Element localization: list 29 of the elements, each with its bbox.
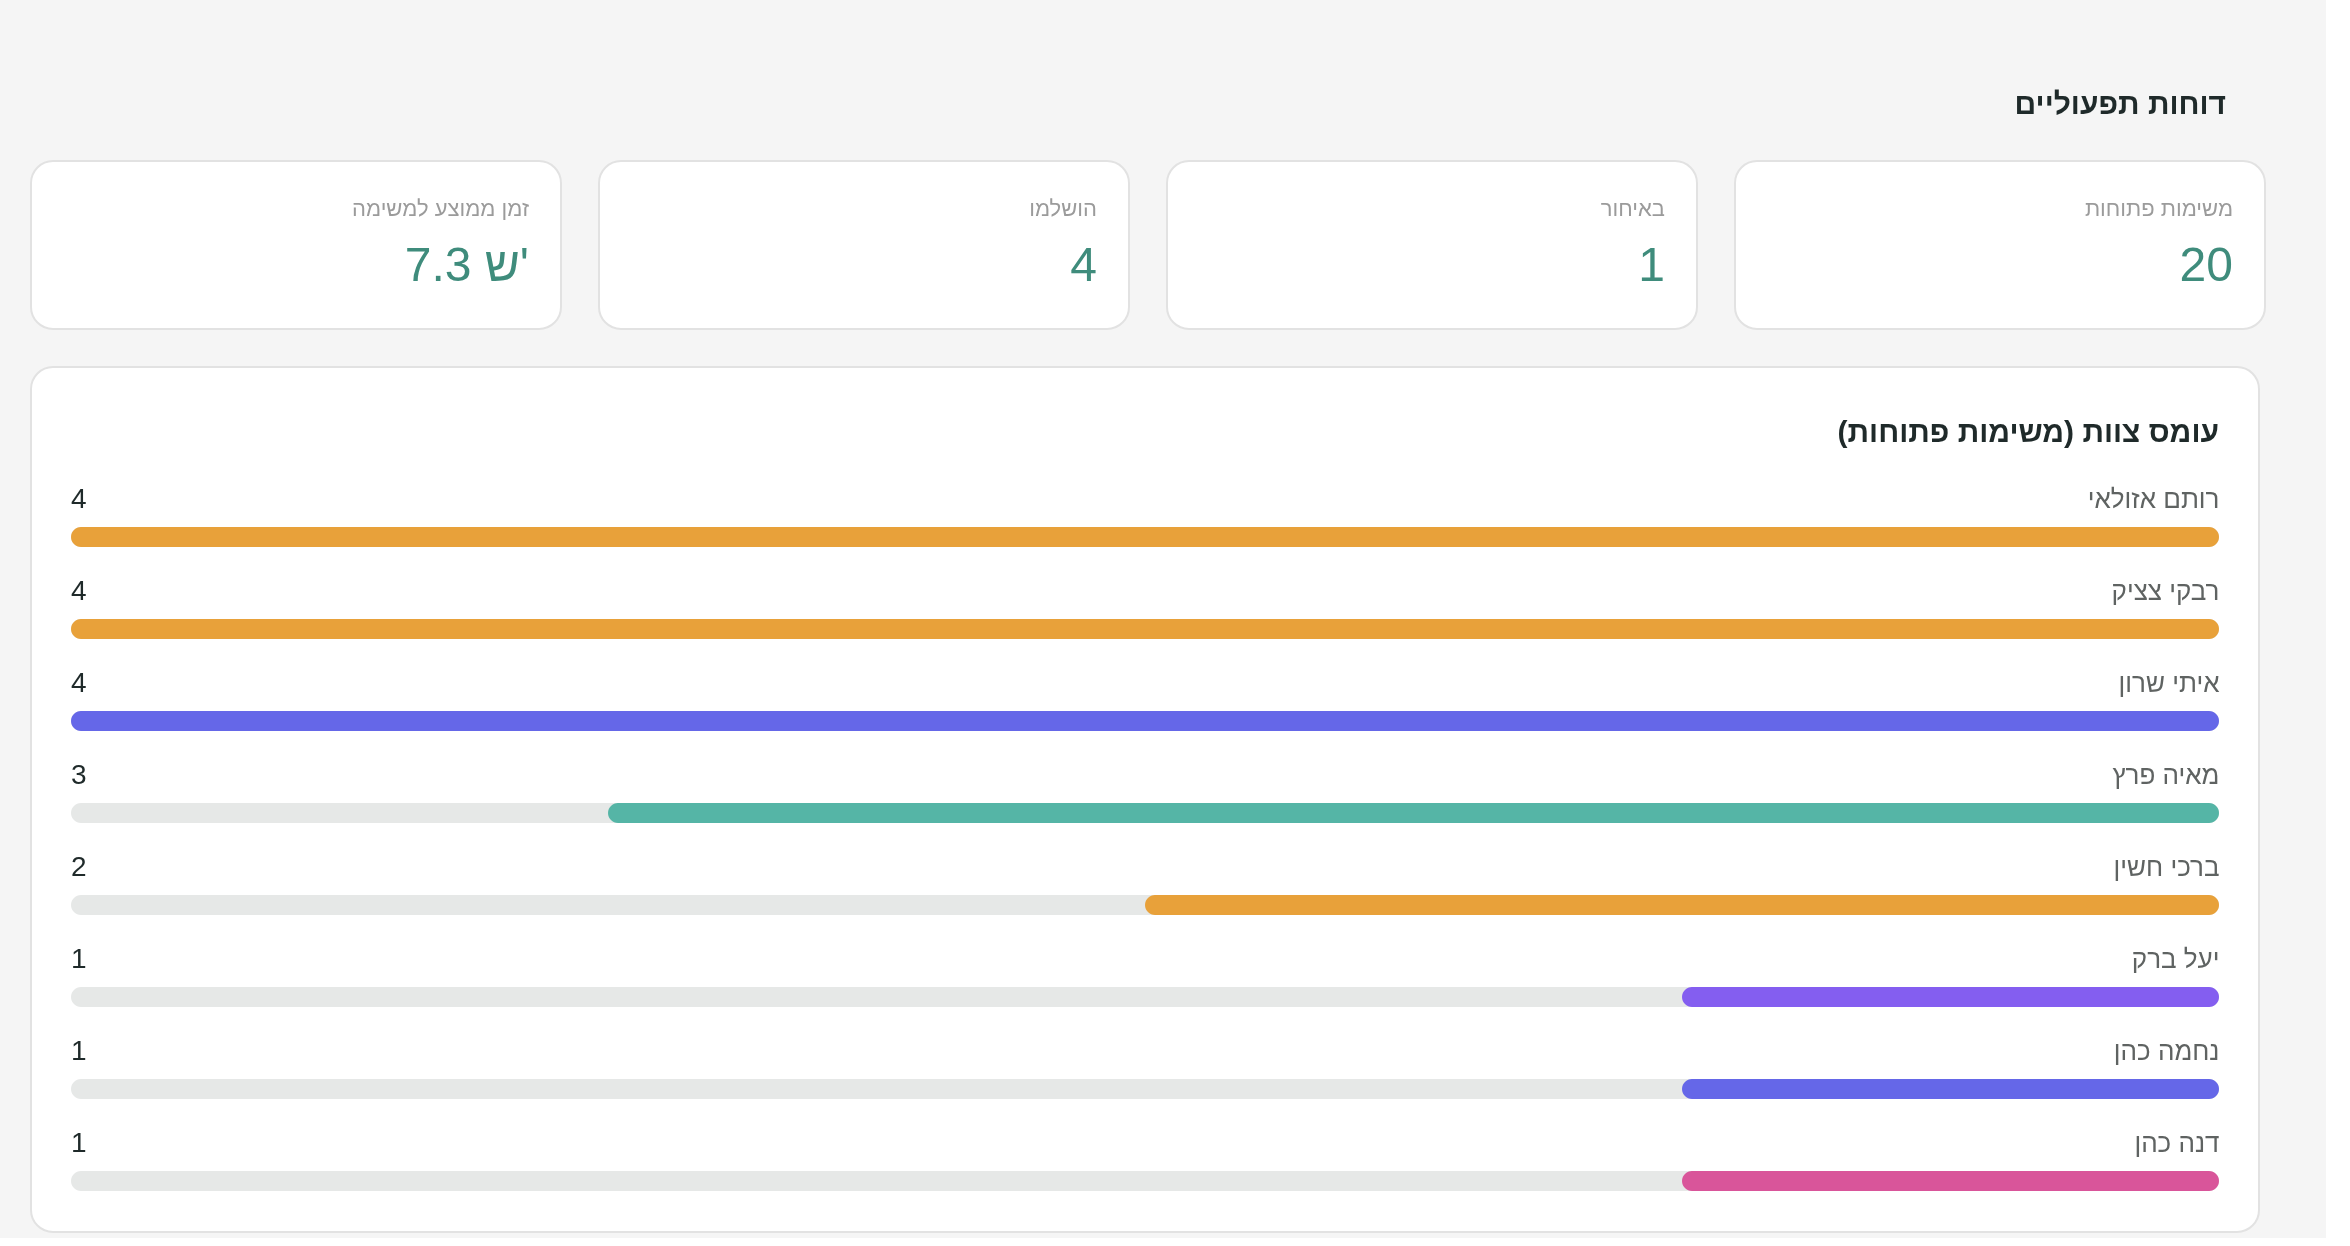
data-label: 1 (71, 943, 87, 974)
data-label: 4 (71, 667, 87, 698)
category-label: באיחור (1600, 196, 1665, 221)
text: 20 (2179, 238, 2233, 291)
category-label: זמן ממוצע למשימה (352, 196, 529, 221)
category-label: משימות פתוחות (2084, 196, 2233, 221)
y-tick-label: רותם אזולאי (2087, 484, 2220, 514)
bar (1682, 1079, 2219, 1099)
y-tick-label: איתי שרון (2118, 668, 2220, 698)
bar (1682, 987, 2219, 1007)
category-label: הושלמו (1029, 196, 1097, 221)
data-label: 1 (71, 1127, 87, 1158)
bar (1682, 1171, 2219, 1191)
data-label: 1 (71, 1035, 87, 1066)
y-tick-label: דנה כהן (2134, 1128, 2220, 1158)
data-label: 4 (71, 575, 87, 606)
y-tick-label: נחמה כהן (2113, 1036, 2220, 1066)
chart-title: עומס צוות (משימות פתוחות) (1837, 415, 2219, 448)
data-label: 2 (71, 851, 87, 882)
y-tick-label: ברכי חשין (2113, 852, 2220, 882)
text: 4 (1070, 238, 1097, 291)
y-tick-label: מאיה פרץ (2112, 760, 2220, 790)
y-tick-label: יעל ברק (2131, 944, 2220, 974)
y-tick-label: רבקי צציק (2111, 576, 2220, 606)
data-label: 3 (71, 759, 87, 790)
text: דוחות תפעוליים (2014, 87, 2226, 120)
text: 7.3 ש' (404, 238, 529, 291)
text: 1 (1638, 238, 1665, 291)
data-label: 4 (71, 483, 87, 514)
